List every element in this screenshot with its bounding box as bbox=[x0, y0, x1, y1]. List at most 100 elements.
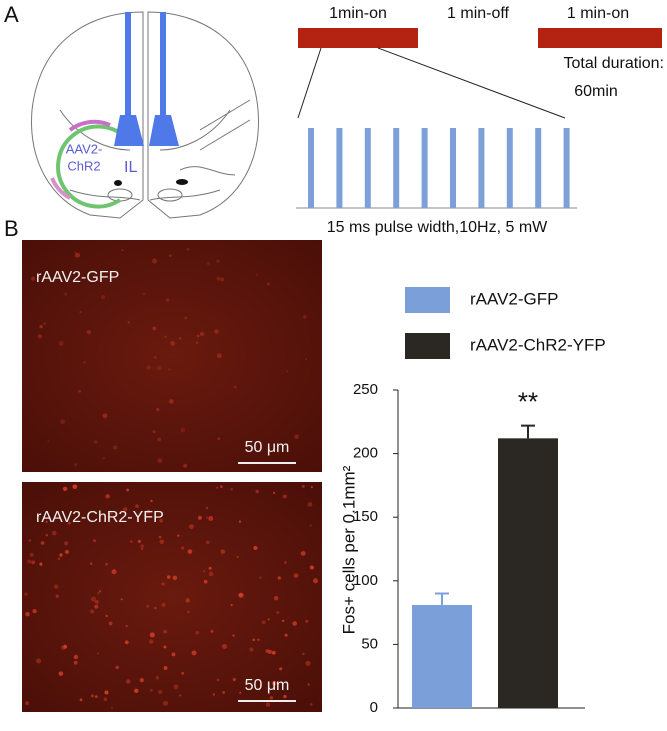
cell bbox=[164, 335, 167, 338]
cell bbox=[63, 644, 68, 649]
cell bbox=[24, 592, 28, 596]
cell bbox=[94, 695, 98, 698]
cell bbox=[214, 329, 219, 334]
cell bbox=[253, 545, 258, 551]
cell bbox=[217, 437, 221, 441]
cell bbox=[259, 576, 262, 579]
error-bar bbox=[521, 424, 535, 439]
cell bbox=[57, 557, 61, 561]
cell bbox=[63, 292, 68, 296]
virus-spread bbox=[50, 177, 72, 200]
bar bbox=[498, 438, 558, 708]
cell bbox=[37, 334, 43, 339]
cell bbox=[282, 494, 287, 499]
cell bbox=[74, 252, 80, 258]
cell bbox=[305, 619, 309, 623]
cell bbox=[156, 365, 162, 371]
cell bbox=[32, 609, 37, 614]
cell bbox=[135, 504, 139, 508]
cell bbox=[232, 678, 236, 682]
y-tick-label: 100 bbox=[353, 572, 378, 589]
y-tick-label: 250 bbox=[353, 381, 378, 398]
light-on-block bbox=[298, 28, 418, 48]
cell bbox=[181, 671, 185, 675]
cell bbox=[168, 254, 172, 258]
cell bbox=[59, 553, 63, 557]
pulse bbox=[535, 128, 542, 208]
cell bbox=[199, 331, 205, 337]
cell bbox=[261, 620, 266, 625]
cell bbox=[94, 599, 99, 604]
cell bbox=[233, 385, 237, 389]
scale-bar-label: 50 μm bbox=[245, 439, 290, 456]
image-label: rAAV2-GFP bbox=[36, 269, 119, 286]
cell bbox=[89, 562, 93, 566]
pulse-train bbox=[296, 128, 577, 209]
cell bbox=[257, 638, 260, 641]
ventricle bbox=[176, 179, 188, 185]
cell bbox=[25, 611, 30, 617]
cell bbox=[110, 512, 113, 515]
ventricle bbox=[114, 180, 122, 186]
cell bbox=[92, 539, 97, 543]
cell bbox=[168, 368, 171, 371]
y-tick-label: 200 bbox=[353, 445, 378, 462]
legend-swatch bbox=[405, 333, 450, 359]
y-tick-label: 50 bbox=[361, 635, 378, 652]
cell bbox=[255, 489, 259, 494]
cell bbox=[55, 594, 59, 598]
cell bbox=[191, 650, 197, 656]
cell bbox=[159, 539, 165, 545]
cell bbox=[216, 276, 221, 281]
cell bbox=[313, 578, 319, 584]
cell bbox=[220, 277, 225, 282]
cell bbox=[139, 677, 144, 683]
panel-label: B bbox=[4, 216, 19, 241]
cell bbox=[74, 463, 78, 467]
cell bbox=[150, 499, 153, 503]
cell bbox=[172, 575, 178, 581]
cell bbox=[159, 518, 163, 523]
cell bbox=[189, 524, 194, 530]
cell bbox=[98, 590, 102, 593]
cell bbox=[276, 610, 280, 614]
cell bbox=[43, 322, 47, 326]
cell bbox=[73, 654, 79, 660]
cell bbox=[197, 515, 203, 520]
duration-label: 60min bbox=[574, 83, 618, 100]
cell bbox=[156, 407, 160, 412]
cell bbox=[154, 356, 157, 359]
cell bbox=[206, 540, 210, 545]
cell bbox=[105, 614, 108, 618]
cell bbox=[146, 365, 151, 370]
legend-label: rAAV2-ChR2-YFP bbox=[470, 335, 606, 354]
cell bbox=[310, 485, 314, 489]
cell bbox=[305, 660, 311, 666]
cell bbox=[67, 521, 71, 525]
cell bbox=[113, 445, 118, 450]
cell bbox=[105, 494, 110, 499]
cell bbox=[277, 576, 281, 580]
cell bbox=[309, 702, 313, 706]
cell bbox=[283, 561, 287, 564]
cell bbox=[29, 552, 34, 557]
cell bbox=[90, 694, 94, 698]
cell bbox=[309, 565, 315, 570]
cell bbox=[285, 370, 289, 373]
scale-bar-label: 50 μm bbox=[245, 677, 290, 694]
cell bbox=[152, 326, 157, 331]
cell bbox=[25, 701, 30, 706]
cell bbox=[173, 684, 179, 690]
cell bbox=[238, 592, 244, 598]
cell bbox=[230, 603, 233, 607]
y-tick-label: 0 bbox=[370, 699, 378, 716]
cell bbox=[129, 540, 133, 544]
cell bbox=[300, 550, 306, 556]
cell bbox=[163, 645, 167, 649]
cell bbox=[305, 358, 308, 361]
cell bbox=[79, 698, 83, 702]
legend-swatch bbox=[405, 287, 450, 313]
cell bbox=[216, 353, 222, 359]
cell bbox=[45, 533, 49, 537]
